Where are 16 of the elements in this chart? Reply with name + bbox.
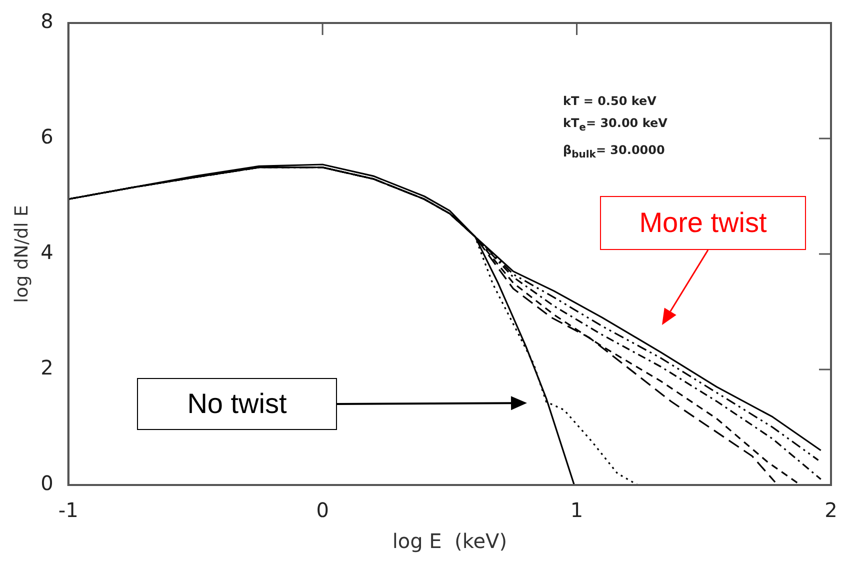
- y-tick-label: 0: [40, 471, 54, 496]
- y-tick-label: 4: [40, 240, 54, 264]
- y-tick-label: 2: [40, 356, 54, 380]
- y-tick-label: 6: [40, 124, 54, 149]
- x-axis-title: log E (keV): [392, 529, 507, 554]
- annotation: β$_{bulk}$= 30.0000: [563, 142, 666, 163]
- y-tick-label: 8: [40, 9, 54, 34]
- x-tick-label: 0: [316, 498, 329, 522]
- x-tick-label: -1: [58, 498, 78, 522]
- x-tick-label: 2: [824, 498, 838, 522]
- text-box: More twist: [600, 196, 806, 250]
- annotation: kT$_{e}$= 30.00 keV: [563, 115, 668, 136]
- text-box: No twist: [137, 378, 337, 430]
- x-tick-label: 1: [570, 498, 584, 522]
- y-axis-title: log dN/dl E: [11, 205, 32, 303]
- annotation: kT = 0.50 keV: [563, 93, 658, 110]
